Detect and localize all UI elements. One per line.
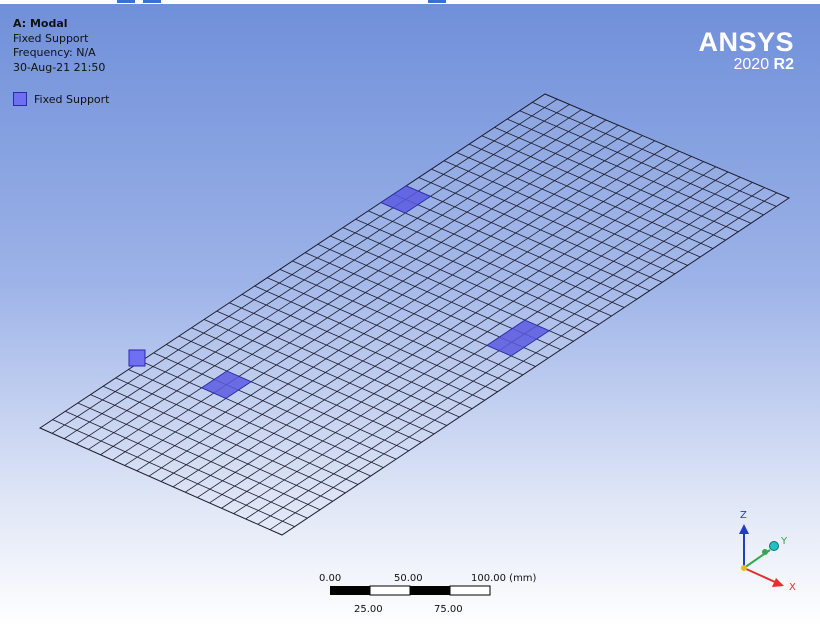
scale-segment	[369, 585, 411, 596]
mesh-line	[160, 145, 668, 482]
mesh-line	[51, 98, 558, 434]
legend-label: Fixed Support	[34, 92, 110, 106]
fixed-support-face	[486, 319, 551, 357]
ansys-logo: ANSYS 2020 R2	[698, 28, 794, 74]
mesh-line	[209, 166, 717, 504]
analysis-subtitle: Fixed Support	[13, 31, 89, 45]
analysis-title: A: Modal	[13, 17, 68, 30]
mesh-line	[76, 109, 582, 445]
z-label: Z	[740, 510, 747, 521]
scale-label: 75.00	[434, 604, 463, 615]
mesh-line	[172, 150, 680, 488]
mesh-line	[184, 156, 692, 493]
y-label: Y	[780, 536, 788, 547]
mesh-line	[197, 161, 704, 498]
scale-bar: 0.00 50.00 100.00 (mm) 25.00 75.00	[319, 573, 537, 615]
fixed-support-marker	[128, 349, 146, 367]
analysis-timestamp: 30-Aug-21 21:50	[13, 60, 106, 74]
z-arrow-icon	[739, 524, 749, 534]
toolbar-tab-indicator[interactable]	[117, 0, 135, 3]
mesh-line	[221, 171, 729, 509]
mesh-line	[100, 119, 607, 456]
mesh-line	[63, 104, 570, 440]
scale-label: 0.00	[319, 573, 341, 584]
brand-version: 2020 R2	[733, 56, 795, 73]
scale-segment	[449, 585, 491, 596]
analysis-frequency: Frequency: N/A	[13, 46, 96, 59]
origin-icon	[741, 565, 747, 571]
scale-label: 100.00 (mm)	[471, 573, 537, 584]
scale-label: 25.00	[354, 604, 383, 615]
brand-name: ANSYS	[698, 27, 794, 57]
mesh-line	[124, 130, 631, 466]
toolbar-tab-indicator[interactable]	[428, 0, 446, 3]
scale-segment	[410, 586, 450, 595]
mesh-line	[269, 192, 778, 530]
x-axis	[743, 567, 776, 583]
y-axis-ball-icon	[762, 549, 768, 555]
mesh-line	[88, 114, 595, 450]
fixed-support-faces	[200, 185, 551, 399]
mesh-line	[148, 140, 656, 477]
x-arrow-icon	[772, 578, 784, 587]
mesh-line	[112, 124, 619, 461]
scale-label: 50.00	[394, 573, 423, 584]
y-arrow-icon	[769, 541, 779, 551]
fixed-support-face	[380, 185, 432, 214]
viewport-top-strip	[0, 0, 820, 4]
scale-segment	[330, 586, 370, 595]
analysis-info: A: Modal Fixed Support Frequency: N/A 30…	[13, 17, 105, 75]
legend[interactable]: Fixed Support	[13, 92, 110, 106]
toolbar-tab-indicator[interactable]	[143, 0, 161, 3]
plate-outline	[38, 93, 791, 536]
coordinate-triad[interactable]: Z Y X	[739, 510, 796, 593]
fixed-support-face	[200, 370, 252, 399]
legend-swatch	[13, 92, 27, 106]
mesh-line	[136, 135, 643, 472]
mesh-plate[interactable]	[38, 93, 791, 536]
x-label: X	[789, 582, 796, 593]
